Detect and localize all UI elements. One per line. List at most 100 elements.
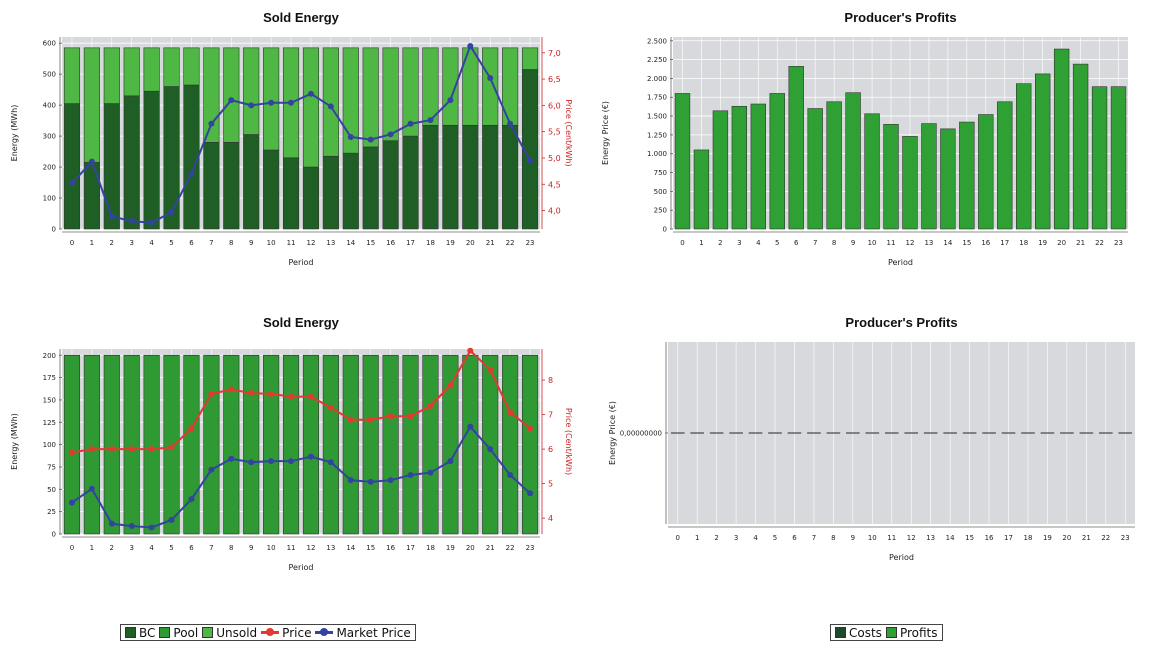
- x-tick-label: 17: [406, 239, 415, 247]
- bar-pool: [103, 354, 120, 535]
- bar-profit: [1091, 86, 1108, 230]
- point-market_price: [148, 524, 155, 531]
- x-tick-label: 21: [486, 239, 495, 247]
- bar-profit: [1110, 86, 1127, 230]
- bar-bc: [63, 103, 81, 230]
- x-tick-label: 18: [1024, 534, 1033, 542]
- bar-pool: [422, 354, 439, 535]
- point-price: [128, 446, 135, 453]
- x-tick-label: 3: [734, 534, 738, 542]
- y-tick-label: 500: [654, 188, 667, 196]
- bar-bc: [183, 84, 200, 230]
- legend-symbol-unsold: [202, 627, 214, 638]
- x-tick-label: 2: [718, 239, 722, 247]
- y-axis-label: Energy Price (€): [601, 101, 610, 165]
- point-market_price: [487, 75, 494, 82]
- point-market_price: [447, 458, 454, 465]
- point-market_price: [168, 516, 175, 523]
- x-tick-label: 6: [794, 239, 799, 247]
- y2-tick-label: 7: [548, 411, 553, 420]
- y-tick-label: 2.250: [647, 56, 667, 64]
- chart-title: Sold Energy: [263, 315, 340, 330]
- y-tick-label: 0: [52, 226, 56, 234]
- bar-unsold: [362, 47, 379, 148]
- x-tick-label: 16: [981, 239, 990, 247]
- y-tick-label: 175: [43, 374, 56, 382]
- bar-profit: [921, 123, 937, 230]
- x-tick-label: 18: [426, 239, 435, 247]
- x-tick-label: 12: [907, 534, 916, 542]
- plot-area: [62, 349, 540, 534]
- x-tick-label: 17: [1000, 239, 1009, 247]
- bar-pool: [123, 354, 140, 535]
- y-tick-label: 50: [47, 486, 56, 494]
- x-tick-label: 18: [1019, 239, 1028, 247]
- legend-label: Unsold: [216, 625, 258, 640]
- point-market_price: [108, 520, 115, 527]
- x-tick-label: 13: [326, 239, 335, 247]
- bar-profit: [1072, 63, 1089, 230]
- legend-label: Price: [282, 625, 312, 640]
- x-tick-label: 21: [1076, 239, 1085, 247]
- point-price: [208, 390, 215, 397]
- x-tick-label: 23: [526, 544, 535, 552]
- bar-pool: [223, 354, 240, 535]
- x-tick-label: 7: [813, 239, 817, 247]
- bar-pool: [482, 354, 499, 535]
- bar-pool: [183, 354, 200, 535]
- point-market_price: [447, 97, 454, 104]
- y-tick-label: 0: [52, 531, 56, 539]
- legend-symbol-pool: [159, 627, 171, 638]
- bar-pool: [203, 354, 220, 535]
- x-tick-label: 20: [466, 239, 475, 247]
- point-market_price: [467, 423, 474, 430]
- x-tick-label: 14: [943, 239, 952, 247]
- y-tick-label: 2.000: [647, 75, 667, 83]
- x-tick-label: 12: [306, 544, 315, 552]
- x-tick-label: 15: [965, 534, 974, 542]
- point-market_price: [307, 90, 314, 97]
- x-tick-label: 10: [868, 239, 877, 247]
- bar-bc: [482, 124, 499, 230]
- bar-bc: [163, 86, 180, 230]
- x-tick-label: 11: [287, 239, 296, 247]
- legend-item-profit_bar: Profits: [885, 626, 938, 640]
- x-tick-label: 10: [868, 534, 877, 542]
- y2-axis-label: Price (Cent/kWh): [564, 99, 573, 166]
- x-tick-label: 13: [924, 239, 933, 247]
- bar-pool: [243, 354, 260, 535]
- x-tick-label: 5: [169, 544, 173, 552]
- bar-unsold: [83, 47, 100, 163]
- x-tick-label: 14: [346, 544, 355, 552]
- point-market_price: [208, 466, 215, 473]
- bar-profit: [978, 114, 994, 230]
- x-tick-label: 9: [851, 534, 855, 542]
- bar-pool: [362, 354, 379, 535]
- bar-profit: [864, 113, 880, 230]
- x-tick-label: 11: [287, 544, 296, 552]
- chart-title: Producer's Profits: [844, 10, 956, 25]
- legend-symbol-costs: [835, 627, 846, 638]
- bar-unsold: [183, 47, 200, 86]
- bar-profit: [674, 93, 691, 230]
- legend-item-pool: Pool: [159, 626, 198, 640]
- x-tick-label: 16: [386, 239, 395, 247]
- legend-sold-energy: BC Pool Unsold Price Market Price: [120, 624, 416, 641]
- bar-pool: [462, 354, 479, 535]
- x-tick-label: 13: [326, 544, 335, 552]
- y2-tick-label: 4: [548, 514, 553, 523]
- bar-bc: [143, 90, 160, 230]
- bar-unsold: [63, 47, 81, 104]
- x-tick-label: 5: [773, 534, 777, 542]
- bar-profit: [1034, 73, 1051, 230]
- bar-pool: [442, 354, 459, 535]
- point-price: [168, 444, 175, 451]
- bar-bc: [502, 124, 519, 230]
- point-price: [427, 402, 434, 409]
- bar-profit: [959, 121, 975, 230]
- x-tick-label: 0: [675, 534, 679, 542]
- x-tick-label: 23: [1121, 534, 1130, 542]
- chart-title: Sold Energy: [263, 10, 340, 25]
- point-market_price: [128, 523, 135, 530]
